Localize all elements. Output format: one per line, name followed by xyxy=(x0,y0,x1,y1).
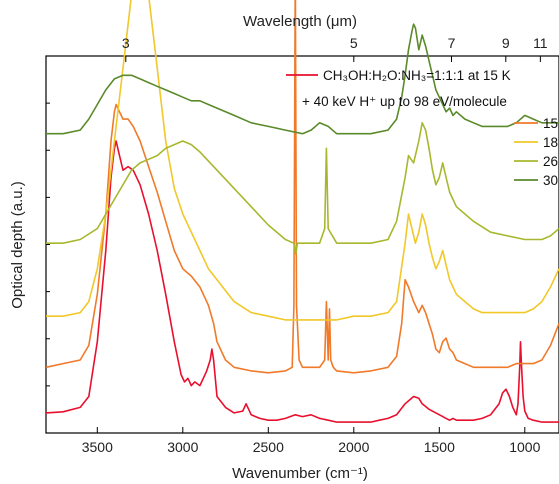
x2-tick-label-7: 7 xyxy=(448,35,456,51)
x-tick-label-1000: 1000 xyxy=(509,439,540,455)
x-tick-label-3000: 3000 xyxy=(167,439,198,455)
series-line-2 xyxy=(46,0,559,321)
legend: CH₃OH:H₂O:NH₃=1:1:1 at 15 K + 40 keV H⁺ … xyxy=(286,68,559,188)
x-tick-label-3500: 3500 xyxy=(82,439,113,455)
series-line-0 xyxy=(45,140,559,423)
legend-label-4: 300 K xyxy=(543,173,559,188)
x2-axis-title: Wavelength (μm) xyxy=(243,13,357,30)
legend-label-1: 15 K xyxy=(543,116,559,131)
x2-tick-label-5: 5 xyxy=(350,35,358,51)
axis-group: 3500 3000 2500 2000 1500 1000 3 5 7 9 11 xyxy=(46,35,548,455)
x2-tick-label-3: 3 xyxy=(122,35,130,51)
y-axis-title: Optical depth (a.u.) xyxy=(9,181,26,309)
x-tick-label-2500: 2500 xyxy=(253,439,284,455)
x2-tick-label-11: 11 xyxy=(533,35,548,51)
legend-header-line2: + 40 keV H⁺ up to 98 eV/molecule xyxy=(302,94,507,109)
legend-header-line1: CH₃OH:H₂O:NH₃=1:1:1 at 15 K xyxy=(323,68,511,83)
plot-frame xyxy=(45,55,559,434)
legend-label-3: 260 K xyxy=(543,154,559,169)
x-tick-label-1500: 1500 xyxy=(424,439,455,455)
legend-label-2: 180 K xyxy=(543,135,559,150)
series-group xyxy=(45,0,559,423)
series-line-3 xyxy=(46,122,559,255)
x-tick-label-2000: 2000 xyxy=(338,439,369,455)
x2-tick-label-9: 9 xyxy=(502,35,510,51)
series-line-1 xyxy=(45,0,559,374)
series-line-4 xyxy=(46,23,559,135)
x-axis-title: Wavenumber (cm⁻¹) xyxy=(232,465,368,482)
